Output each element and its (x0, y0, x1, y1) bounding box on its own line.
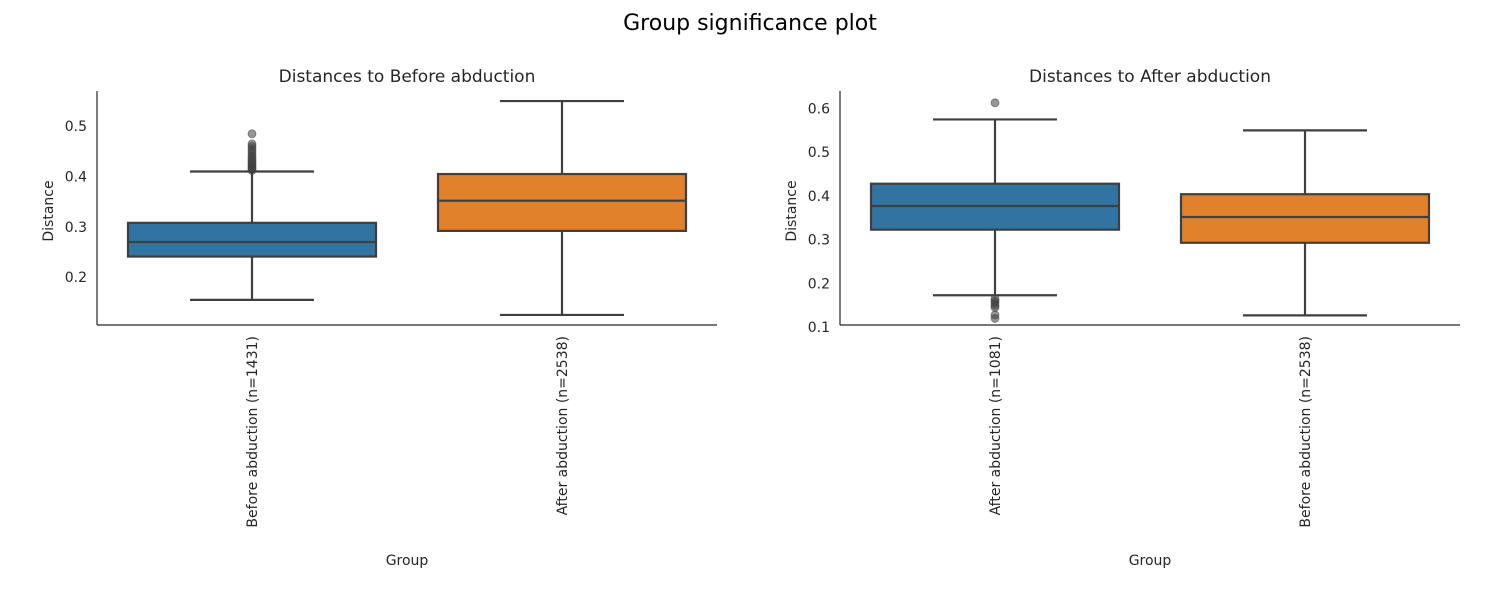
box-1 (126, 129, 378, 301)
box-2 (436, 99, 688, 317)
outlier-point (247, 129, 257, 139)
panel-title: Distances to Before abduction (279, 67, 536, 87)
x-tick-label: After abduction (n=1081) (988, 336, 1004, 515)
box-2 (1179, 129, 1431, 317)
y-tick-label: 0.5 (65, 119, 87, 135)
box-body (436, 172, 688, 232)
figure-title: Group significance plot (623, 11, 877, 36)
outlier-point (247, 139, 257, 149)
x-tick-label: After abduction (n=2538) (555, 336, 571, 515)
outlier-point (990, 98, 1000, 108)
box-body (126, 221, 378, 258)
boxplot-panel-before-abduction: Distances to Before abduction Distance G… (41, 67, 717, 569)
x-axis-label: Group (1129, 553, 1172, 569)
outlier-point (990, 314, 1000, 323)
y-tick-label: 0.4 (808, 189, 830, 205)
y-tick-label: 0.2 (65, 270, 87, 286)
y-tick-label: 0.2 (808, 276, 830, 292)
y-axis-label: Distance (41, 180, 57, 241)
y-tick-label: 0.3 (808, 233, 830, 249)
y-tick-label: 0.3 (65, 220, 87, 236)
y-axis-label: Distance (784, 180, 800, 241)
y-tick-label: 0.4 (65, 170, 87, 186)
panel-title: Distances to After abduction (1029, 67, 1271, 87)
box-1 (869, 98, 1121, 323)
boxplot-panel-after-abduction: Distances to After abduction Distance Gr… (784, 67, 1460, 569)
x-axis-label: Group (386, 553, 429, 569)
y-tick-label: 0.1 (808, 320, 830, 336)
y-tick-label: 0.6 (808, 101, 830, 117)
plot-marks: 0.2 0.3 0.4 0.5 Before abduction (n=1431) Aft… (65, 91, 717, 528)
x-tick-label: Before abduction (n=2538) (1298, 336, 1314, 528)
plot-marks: 0.1 0.2 0.3 0.4 0.5 0.6 After abduction (n=108… (808, 91, 1460, 528)
x-tick-label: Before abduction (n=1431) (245, 336, 261, 528)
y-tick-label: 0.5 (808, 145, 830, 161)
box-body (1179, 193, 1431, 244)
outlier-point (990, 303, 1000, 312)
